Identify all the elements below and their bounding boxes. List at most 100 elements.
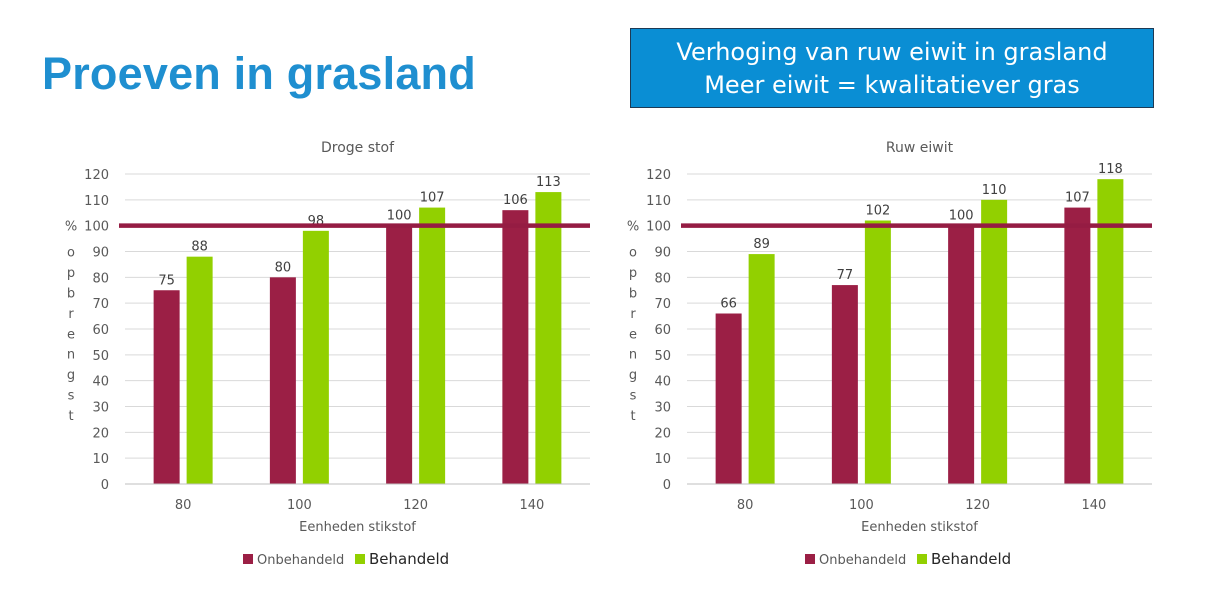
bar-untreated [1064, 207, 1091, 484]
y-axis-label-char: t [68, 409, 73, 424]
data-label: 107 [1065, 191, 1090, 206]
x-tick-label: 140 [1081, 498, 1106, 513]
y-axis-label-char: t [630, 409, 635, 424]
y-axis-label-char: e [67, 327, 75, 342]
y-tick-label: 110 [646, 194, 671, 209]
data-label: 107 [420, 191, 445, 206]
bar-untreated [948, 225, 975, 484]
y-tick-label: 70 [654, 297, 671, 312]
y-tick-label: 70 [92, 297, 109, 312]
data-label: 80 [275, 260, 292, 275]
y-tick-label: 20 [654, 426, 671, 441]
y-tick-label: 90 [92, 246, 109, 261]
y-axis-label-char: p [629, 266, 637, 281]
y-tick-label: 120 [84, 168, 109, 183]
y-axis-label-char: g [67, 368, 75, 383]
callout-line-1: Verhoging van ruw eiwit in grasland [676, 38, 1108, 66]
y-axis-label-char: % [65, 220, 77, 235]
page-title: Proeven in grasland [42, 48, 476, 99]
y-tick-label: 10 [92, 452, 109, 467]
y-axis-label-char: b [629, 286, 637, 301]
bar-untreated [502, 210, 529, 484]
y-axis-label-char: r [68, 307, 74, 322]
y-tick-label: 40 [92, 375, 109, 390]
x-tick-label: 80 [737, 498, 754, 513]
bar-untreated [269, 277, 296, 484]
y-tick-label: 90 [654, 246, 671, 261]
bar-treated [1097, 179, 1124, 484]
y-axis-label-char: r [630, 307, 636, 322]
data-label: 75 [158, 273, 175, 288]
y-axis-label-char: s [630, 388, 637, 403]
y-tick-label: 10 [654, 452, 671, 467]
legend-swatch [355, 554, 365, 564]
y-tick-label: 40 [654, 375, 671, 390]
data-label: 118 [1098, 162, 1123, 177]
y-tick-label: 50 [92, 349, 109, 364]
data-label: 113 [536, 175, 561, 190]
bar-treated [981, 199, 1008, 484]
y-tick-label: 100 [84, 220, 109, 235]
y-tick-label: 0 [101, 478, 109, 493]
legend-label: Behandeld [369, 550, 449, 568]
bar-treated [535, 192, 562, 484]
y-tick-label: 120 [646, 168, 671, 183]
chart-title: Droge stof [321, 140, 395, 156]
bar-treated [864, 220, 891, 484]
chart-droge-stof: Droge stof 0 10 20 30 40 50 60 70 80 90 100 110 120% o… [65, 140, 590, 568]
data-label: 77 [837, 268, 854, 283]
y-axis-label-char: n [67, 348, 75, 363]
bar-untreated [153, 290, 180, 484]
y-axis-label-char: n [629, 348, 637, 363]
legend-label: Onbehandeld [257, 553, 344, 568]
y-tick-label: 60 [92, 323, 109, 338]
y-tick-label: 110 [84, 194, 109, 209]
y-tick-label: 30 [92, 401, 109, 416]
data-label: 66 [720, 297, 737, 312]
bar-untreated [715, 313, 742, 484]
y-tick-label: 50 [654, 349, 671, 364]
data-label: 106 [503, 193, 528, 208]
legend-swatch [805, 554, 815, 564]
data-label: 110 [982, 183, 1007, 198]
bar-treated [419, 207, 446, 484]
y-tick-label: 100 [646, 220, 671, 235]
x-tick-label: 100 [287, 498, 312, 513]
y-tick-label: 30 [654, 401, 671, 416]
y-axis-label-char: b [67, 286, 75, 301]
callout-line-2: Meer eiwit = kwalitatiever gras [704, 71, 1080, 99]
legend-label: Onbehandeld [819, 553, 906, 568]
y-tick-label: 60 [654, 323, 671, 338]
data-label: 102 [865, 204, 890, 219]
legend-swatch [917, 554, 927, 564]
y-axis-label-char: e [629, 327, 637, 342]
x-tick-label: 120 [403, 498, 428, 513]
x-axis-label: Eenheden stikstof [299, 520, 416, 535]
bar-untreated [386, 225, 413, 484]
y-axis-label-char: g [629, 368, 637, 383]
chart-title: Ruw eiwit [886, 140, 954, 156]
bar-treated [186, 256, 213, 484]
data-label: 89 [753, 237, 770, 252]
callout-box: Verhoging van ruw eiwit in grasland Meer… [630, 28, 1154, 108]
x-tick-label: 140 [519, 498, 544, 513]
x-tick-label: 80 [175, 498, 192, 513]
data-label: 100 [949, 209, 974, 224]
y-axis-label-char: o [67, 246, 75, 261]
data-label: 100 [387, 209, 412, 224]
y-tick-label: 20 [92, 426, 109, 441]
bar-untreated [831, 285, 858, 484]
x-tick-label: 120 [965, 498, 990, 513]
y-axis-label-char: p [67, 266, 75, 281]
y-tick-label: 0 [663, 478, 671, 493]
bar-treated [302, 230, 329, 484]
chart-ruw-eiwit: Ruw eiwit 0 10 20 30 40 50 60 70 80 90 100 110 120% op… [627, 140, 1152, 568]
x-axis-label: Eenheden stikstof [861, 520, 978, 535]
x-tick-label: 100 [849, 498, 874, 513]
y-tick-label: 80 [654, 271, 671, 286]
y-axis-label-char: % [627, 220, 639, 235]
y-axis-label-char: s [68, 388, 75, 403]
data-label: 88 [191, 240, 208, 255]
legend-label: Behandeld [931, 550, 1011, 568]
